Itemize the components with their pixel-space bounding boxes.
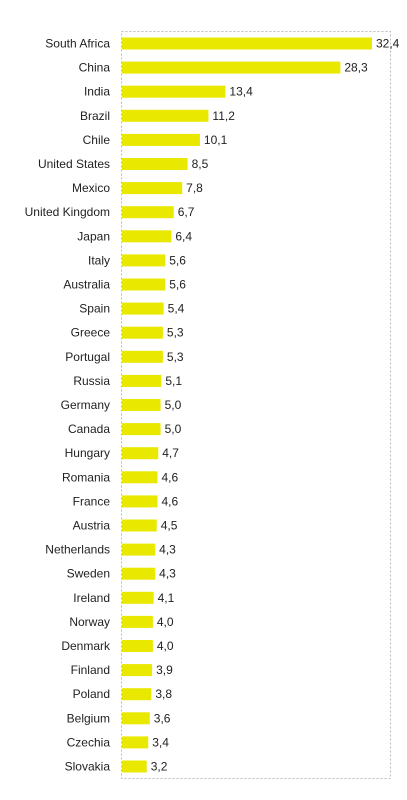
value-label-belgium: 3,6	[154, 711, 171, 725]
category-label-south-africa: South Africa	[45, 37, 110, 51]
value-label-romania: 4,6	[161, 470, 178, 484]
category-label-sweden: Sweden	[67, 567, 110, 581]
bar-netherlands	[122, 543, 156, 556]
category-label-france: France	[73, 494, 111, 508]
category-label-hungary: Hungary	[65, 446, 110, 460]
bar-united-kingdom	[122, 206, 174, 219]
category-label-czechia: Czechia	[67, 735, 111, 749]
category-label-italy: Italy	[88, 253, 110, 267]
value-label-russia: 5,1	[165, 374, 182, 388]
bar-finland	[122, 664, 153, 677]
bar-italy	[122, 254, 166, 267]
value-label-norway: 4,0	[157, 615, 174, 629]
category-label-greece: Greece	[71, 326, 111, 340]
bar-chile	[122, 133, 200, 146]
bar-united-states	[122, 158, 188, 170]
value-label-canada: 5,0	[165, 422, 182, 436]
bar-hungary	[122, 447, 159, 460]
category-label-denmark: Denmark	[61, 639, 111, 653]
category-label-india: India	[84, 85, 110, 99]
bar-ireland	[122, 591, 154, 604]
category-label-australia: Australia	[63, 278, 110, 292]
category-label-slovakia: Slovakia	[65, 760, 111, 774]
value-label-austria: 4,5	[161, 519, 178, 533]
bar-belgium	[122, 712, 150, 725]
value-label-denmark: 4,0	[157, 639, 174, 653]
value-label-mexico: 7,8	[186, 181, 203, 195]
bar-spain	[122, 302, 164, 315]
category-label-germany: Germany	[61, 398, 110, 412]
value-label-france: 4,6	[161, 494, 178, 508]
value-labels: 32,4 28,3 13,4 11,2 10,1 8,5 7,8 6,7 6,4 5,6 5,6 5,…	[151, 37, 400, 774]
value-label-ireland: 4,1	[158, 591, 175, 605]
bar-sweden	[122, 567, 156, 580]
category-label-united-states: United States	[38, 157, 110, 171]
bar-brazil	[122, 109, 209, 122]
bar-japan	[122, 230, 172, 243]
value-label-australia: 5,6	[169, 278, 186, 292]
bar-india	[122, 85, 226, 98]
bar-germany	[122, 399, 161, 411]
value-label-germany: 5,0	[165, 398, 182, 412]
value-label-greece: 5,3	[167, 326, 184, 340]
bar-france	[122, 495, 158, 508]
category-label-finland: Finland	[71, 663, 110, 677]
category-label-portugal: Portugal	[65, 350, 110, 364]
bar-canada	[122, 423, 161, 436]
value-label-united-kingdom: 6,7	[178, 205, 195, 219]
category-label-japan: Japan	[77, 229, 110, 243]
bar-australia	[122, 278, 166, 291]
value-label-chile: 10,1	[204, 133, 228, 147]
category-label-canada: Canada	[68, 422, 110, 436]
bars	[122, 37, 372, 773]
bar-portugal	[122, 350, 163, 363]
value-label-finland: 3,9	[156, 663, 173, 677]
value-label-netherlands: 4,3	[159, 543, 176, 557]
value-label-czechia: 3,4	[152, 735, 169, 749]
category-label-russia: Russia	[73, 374, 110, 388]
bar-poland	[122, 688, 152, 701]
bar-romania	[122, 471, 158, 484]
value-label-poland: 3,8	[155, 687, 172, 701]
category-label-norway: Norway	[69, 615, 110, 629]
category-labels: South Africa China India Brazil Chile United …	[25, 37, 111, 774]
bar-norway	[122, 615, 153, 628]
bar-czechia	[122, 736, 149, 749]
category-label-brazil: Brazil	[80, 109, 110, 123]
value-label-portugal: 5,3	[167, 350, 184, 364]
value-label-hungary: 4,7	[162, 446, 179, 460]
category-label-chile: Chile	[83, 133, 111, 147]
bar-south-africa	[122, 37, 372, 50]
bar-mexico	[122, 182, 183, 195]
value-label-japan: 6,4	[175, 229, 192, 243]
bar-russia	[122, 374, 162, 387]
value-label-china: 28,3	[344, 61, 368, 75]
category-label-spain: Spain	[79, 302, 110, 316]
bar-denmark	[122, 640, 153, 652]
category-label-belgium: Belgium	[67, 711, 110, 725]
category-label-netherlands: Netherlands	[45, 543, 110, 557]
category-label-china: China	[79, 61, 111, 75]
category-label-ireland: Ireland	[73, 591, 110, 605]
value-label-slovakia: 3,2	[151, 760, 168, 774]
value-label-united-states: 8,5	[192, 157, 209, 171]
bar-china	[122, 61, 341, 74]
value-label-italy: 5,6	[169, 253, 186, 267]
bar-austria	[122, 519, 157, 532]
value-label-brazil: 11,2	[212, 109, 235, 123]
category-label-poland: Poland	[73, 687, 110, 701]
category-label-romania: Romania	[62, 470, 110, 484]
value-label-south-africa: 32,4	[376, 37, 400, 51]
value-label-india: 13,4	[229, 85, 253, 99]
value-label-sweden: 4,3	[159, 567, 176, 581]
category-label-united-kingdom: United Kingdom	[25, 205, 110, 219]
bar-slovakia	[122, 760, 147, 773]
value-label-spain: 5,4	[168, 302, 185, 316]
bar-greece	[122, 326, 163, 339]
category-label-austria: Austria	[73, 519, 111, 533]
category-label-mexico: Mexico	[72, 181, 110, 195]
